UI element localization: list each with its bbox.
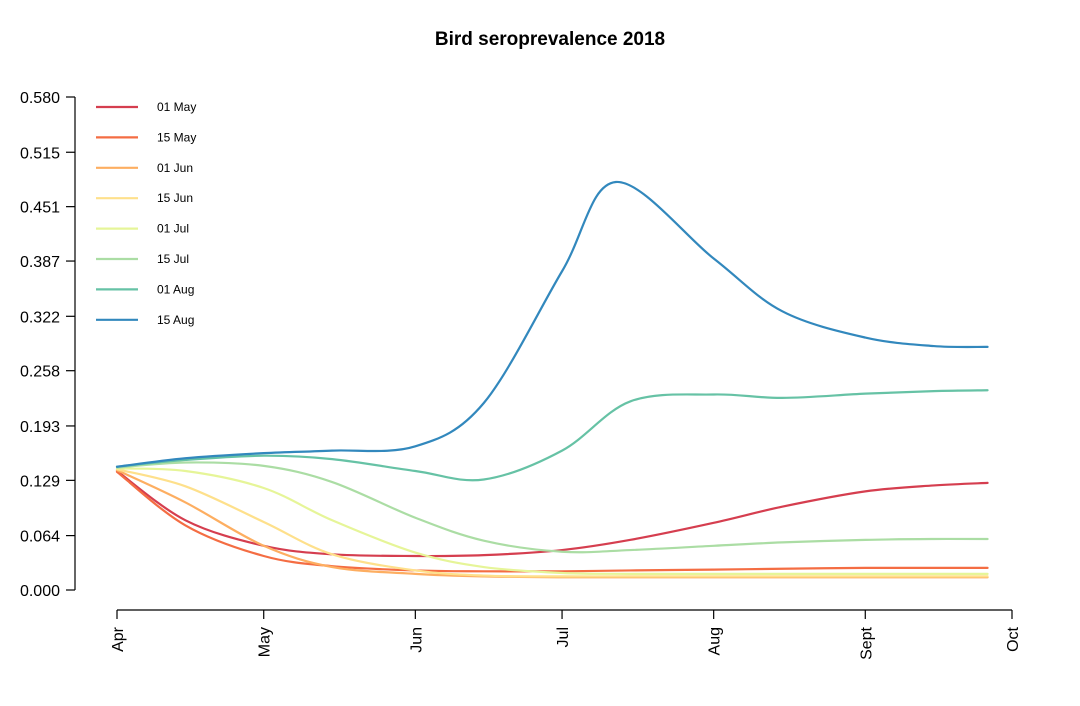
y-tick-label: 0.193 xyxy=(20,419,60,436)
y-tick-label: 0.322 xyxy=(20,309,60,326)
legend-label-01-may: 01 May xyxy=(157,100,196,114)
x-tick-label: Apr xyxy=(110,626,127,652)
plot-lines xyxy=(115,180,989,579)
y-tick-label: 0.515 xyxy=(20,145,60,162)
legend-label-15-jun: 15 Jun xyxy=(157,191,193,205)
series-line-01-aug xyxy=(115,389,989,482)
y-tick-label: 0.258 xyxy=(20,364,60,381)
series-line-15-may xyxy=(115,470,989,573)
y-tick-label: 0.129 xyxy=(20,473,60,490)
x-tick-label: Sept xyxy=(858,626,875,659)
x-axis: Apr May Jun Jul Aug Sept Oct xyxy=(110,609,1022,660)
y-tick-label: 0.000 xyxy=(20,583,60,600)
legend: 01 May 15 May 01 Jun 15 Jun 01 Jul 15 Jul 01 A… xyxy=(96,100,196,327)
legend-label-15-may: 15 May xyxy=(157,130,196,144)
y-axis: 0.000 0.064 0.129 0.193 0.258 0.322 0.387 0.451… xyxy=(20,90,76,600)
legend-label-01-aug: 01 Aug xyxy=(157,282,194,296)
x-tick-label: May xyxy=(257,627,274,657)
series-line-15-jul xyxy=(115,461,989,554)
y-tick-label: 0.064 xyxy=(20,529,60,546)
y-tick-label: 0.580 xyxy=(20,90,60,107)
legend-label-15-jul: 15 Jul xyxy=(157,252,189,266)
series-line-15-aug xyxy=(115,180,989,468)
y-tick-label: 0.451 xyxy=(20,200,60,217)
x-tick-label: Jul xyxy=(555,627,572,647)
x-tick-label: Aug xyxy=(707,627,724,655)
x-tick-label: Oct xyxy=(1005,626,1022,651)
series-line-15-jun xyxy=(115,468,989,578)
series-line-01-jul xyxy=(115,467,989,576)
legend-label-15-aug: 15 Aug xyxy=(157,313,194,327)
legend-label-01-jun: 01 Jun xyxy=(157,161,193,175)
legend-label-01-jul: 01 Jul xyxy=(157,222,189,236)
series-line-01-jun xyxy=(115,469,989,579)
y-tick-label: 0.387 xyxy=(20,254,60,271)
chart-title: Bird seroprevalence 2018 xyxy=(435,29,665,50)
x-tick-label: Jun xyxy=(408,627,425,653)
